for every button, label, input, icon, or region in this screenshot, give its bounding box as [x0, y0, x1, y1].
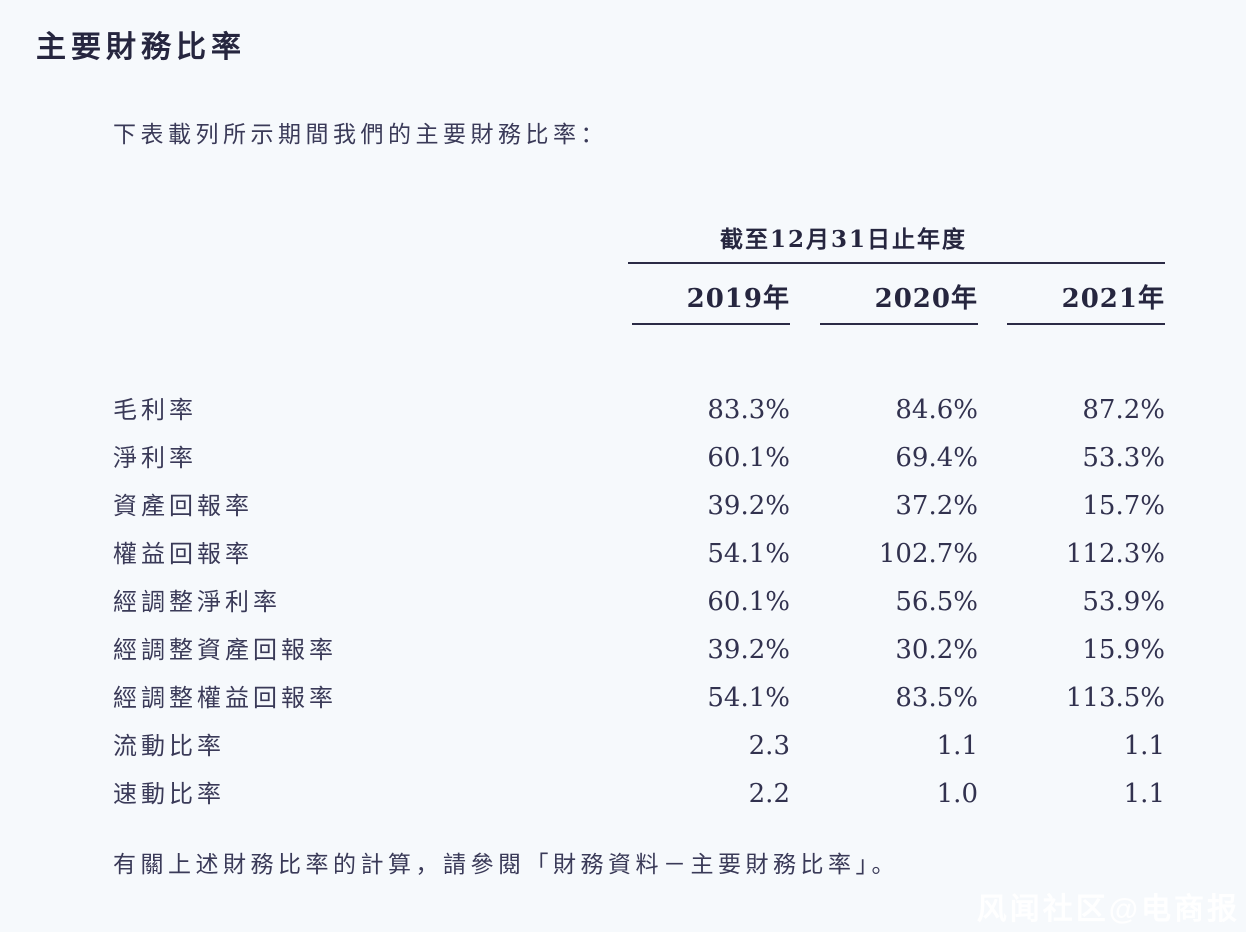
row-value: 37.2%	[895, 491, 978, 521]
footer-note: 有關上述財務比率的計算，請參閱「財務資料－主要財務比率」。	[113, 852, 899, 878]
row-value: 53.3%	[1082, 443, 1165, 473]
watermark: 风闻社区@电商报	[976, 893, 1240, 926]
page-title: 主要財務比率	[36, 31, 246, 64]
row-value: 2.2	[748, 779, 790, 809]
table-body: 毛利率 83.3% 84.6% 87.2% 淨利率 60.1% 69.4% 53…	[113, 386, 1165, 818]
row-label: 毛利率	[113, 396, 197, 424]
row-label: 資產回報率	[113, 492, 253, 520]
row-value: 2.3	[748, 731, 790, 761]
row-label: 速動比率	[113, 780, 225, 808]
row-value: 60.1%	[707, 587, 790, 617]
row-label: 淨利率	[113, 444, 197, 472]
row-label: 經調整資產回報率	[113, 636, 337, 664]
row-value: 1.1	[936, 731, 978, 761]
row-value: 54.1%	[707, 539, 790, 569]
row-value: 54.1%	[707, 683, 790, 713]
row-value: 84.6%	[895, 395, 978, 425]
row-value: 1.1	[1123, 731, 1165, 761]
row-value: 112.3%	[1065, 539, 1165, 569]
column-header-label: 2019年	[632, 278, 790, 325]
row-value: 39.2%	[707, 491, 790, 521]
row-value: 39.2%	[707, 635, 790, 665]
intro-text: 下表載列所示期間我們的主要財務比率：	[113, 122, 608, 148]
empty-corner-cell	[113, 210, 628, 258]
column-header-2020: 2020年	[790, 278, 978, 326]
row-value: 1.0	[936, 779, 978, 809]
column-header-label: 2020年	[820, 278, 978, 325]
table-period-header-row: 截至12月31日止年度	[113, 210, 1165, 264]
table-year-header-row: 2019年 2020年 2021年	[113, 278, 1165, 326]
row-value: 56.5%	[895, 587, 978, 617]
row-label: 經調整權益回報率	[113, 684, 337, 712]
row-value: 113.5%	[1065, 683, 1165, 713]
row-value: 87.2%	[1082, 395, 1165, 425]
row-value: 83.5%	[895, 683, 978, 713]
column-header-2021: 2021年	[978, 278, 1165, 326]
row-value: 53.9%	[1082, 587, 1165, 617]
row-value: 102.7%	[878, 539, 978, 569]
row-value: 15.9%	[1082, 635, 1165, 665]
row-value: 30.2%	[895, 635, 978, 665]
row-value: 60.1%	[707, 443, 790, 473]
financial-ratios-table: 截至12月31日止年度 2019年 2020年 2021年 毛利率 83.3% …	[113, 210, 1165, 818]
row-value: 1.1	[1123, 779, 1165, 809]
row-value: 69.4%	[895, 443, 978, 473]
column-header-label: 2021年	[1007, 278, 1165, 325]
column-header-2019: 2019年	[628, 278, 790, 326]
period-header: 截至12月31日止年度	[628, 210, 1165, 264]
row-label: 經調整淨利率	[113, 588, 281, 616]
row-value: 15.7%	[1082, 491, 1165, 521]
row-label: 權益回報率	[113, 540, 253, 568]
row-label: 流動比率	[113, 732, 225, 760]
empty-corner-cell	[113, 278, 628, 326]
row-value: 83.3%	[707, 395, 790, 425]
